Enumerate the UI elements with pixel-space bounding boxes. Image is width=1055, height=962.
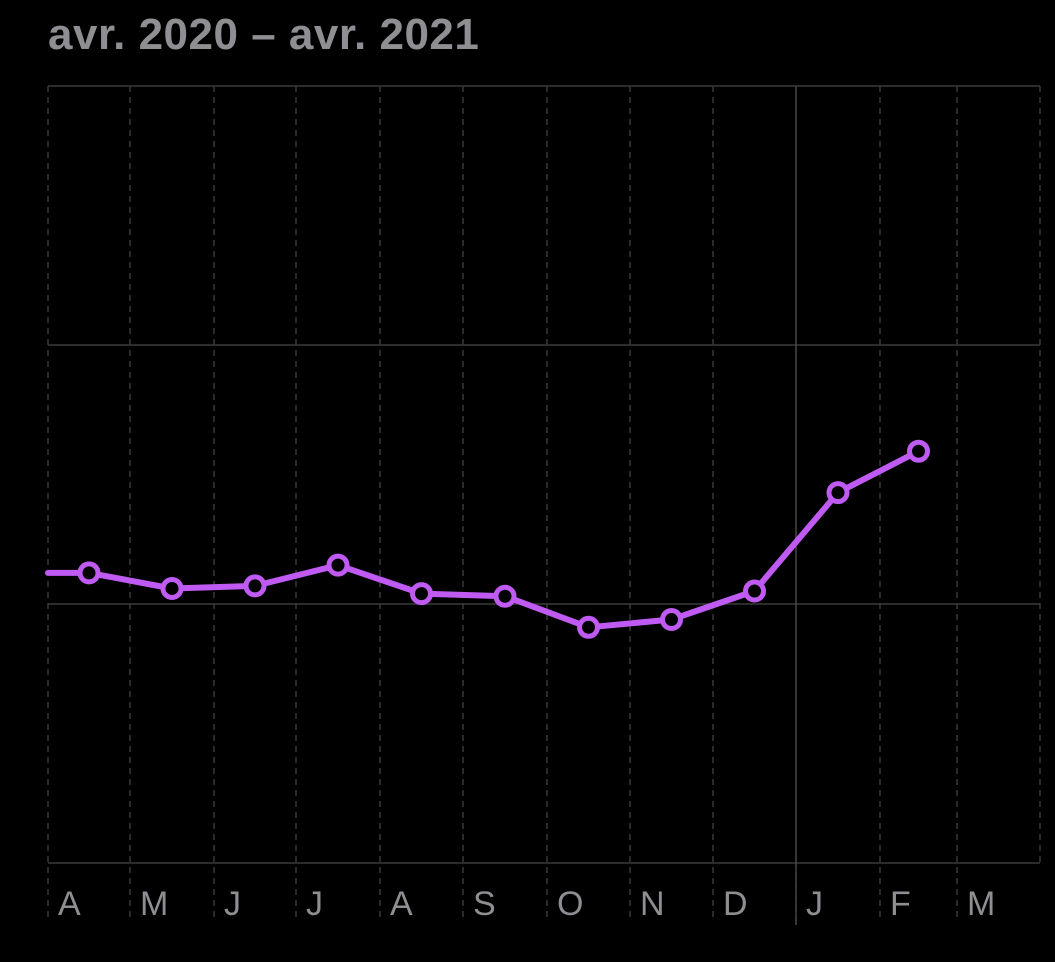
series-0-point-6 [493, 584, 517, 608]
series-0-point-11 [907, 439, 930, 463]
x-tick-label-3: J [306, 885, 323, 923]
x-tick-label-1: M [140, 885, 168, 923]
series-0-point-3 [243, 574, 267, 598]
x-tick-label-4: A [390, 885, 413, 923]
series-0-point-4 [326, 553, 350, 577]
x-tick-label-9: J [806, 885, 823, 923]
date-range-title: avr. 2020 – avr. 2021 [48, 10, 480, 59]
x-tick-label-8: D [723, 885, 748, 923]
series-0-point-5 [410, 582, 433, 606]
series-0-point-9 [743, 579, 766, 603]
series-0-point-1 [77, 561, 101, 585]
series-0-line [45, 448, 922, 631]
series-0-point-2 [160, 576, 184, 600]
series-0-point-8 [660, 608, 683, 632]
x-tick-label-5: S [473, 885, 496, 923]
series-0-point-7 [577, 615, 600, 639]
x-tick-label-11: M [967, 885, 995, 923]
x-tick-label-0: A [58, 885, 81, 923]
x-tick-label-7: N [640, 885, 665, 923]
chart-grid [47, 85, 1041, 925]
series-0-point-10 [826, 481, 850, 505]
x-tick-label-6: O [557, 885, 583, 923]
x-tick-label-10: F [890, 885, 911, 923]
series-layer [45, 439, 930, 639]
x-tick-label-2: J [224, 885, 241, 923]
